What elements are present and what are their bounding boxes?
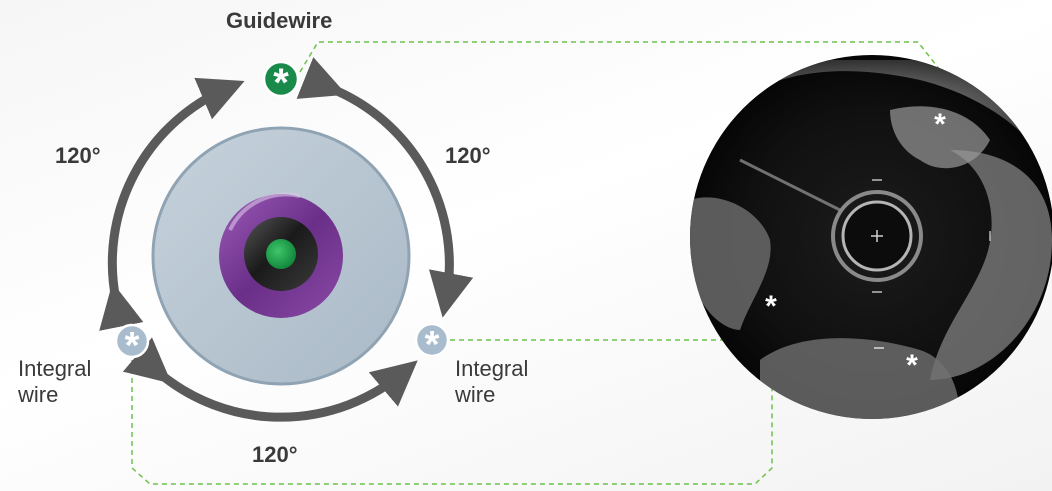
angle-label-left: 120° xyxy=(55,143,101,168)
guidewire-connector xyxy=(299,41,941,110)
connector-lines xyxy=(131,41,941,485)
arrow-upper-right xyxy=(296,57,474,318)
guidewire-marker: * xyxy=(262,60,300,105)
ivus-image: * * * xyxy=(690,55,1052,419)
guidewire-asterisk: * xyxy=(273,61,289,105)
rotation-arrows xyxy=(99,57,474,422)
angle-label-right: 120° xyxy=(445,143,491,168)
ivus-integral-right-asterisk: * xyxy=(906,349,918,382)
vessel-tissue-left xyxy=(690,197,771,330)
guidewire-label: Guidewire xyxy=(226,8,333,33)
ivus-guidewire-asterisk: * xyxy=(934,108,946,141)
integral-left-line1: Integral xyxy=(18,356,92,381)
arrow-upper-left xyxy=(99,77,245,331)
center-dot xyxy=(266,239,296,269)
ivus-integral-left-asterisk: * xyxy=(765,290,777,323)
arrow-bottom xyxy=(122,337,418,422)
integral-right-asterisk: * xyxy=(425,324,440,366)
integral-wire-marker-left: * xyxy=(114,323,150,367)
ivus-catheter-outer xyxy=(831,190,923,282)
integral-wire-label-right: Integral wire xyxy=(455,356,528,408)
integral-left-connector xyxy=(131,310,773,485)
integral-right-line2: wire xyxy=(455,382,496,407)
angle-label-bottom: 120° xyxy=(252,442,298,467)
vessel-tissue-top xyxy=(690,60,1050,170)
integral-left-asterisk: * xyxy=(125,325,140,367)
guidewire-shadow xyxy=(739,158,841,212)
integral-wire-label-left: Integral wire xyxy=(18,356,91,408)
catheter-cross-section xyxy=(151,126,411,386)
vessel-tissue-bottom xyxy=(760,338,960,419)
integral-right-line1: Integral xyxy=(455,356,529,381)
vessel-tissue-right xyxy=(930,150,1052,380)
integral-wire-marker-right: * xyxy=(414,322,450,366)
integral-left-line2: wire xyxy=(18,382,59,407)
